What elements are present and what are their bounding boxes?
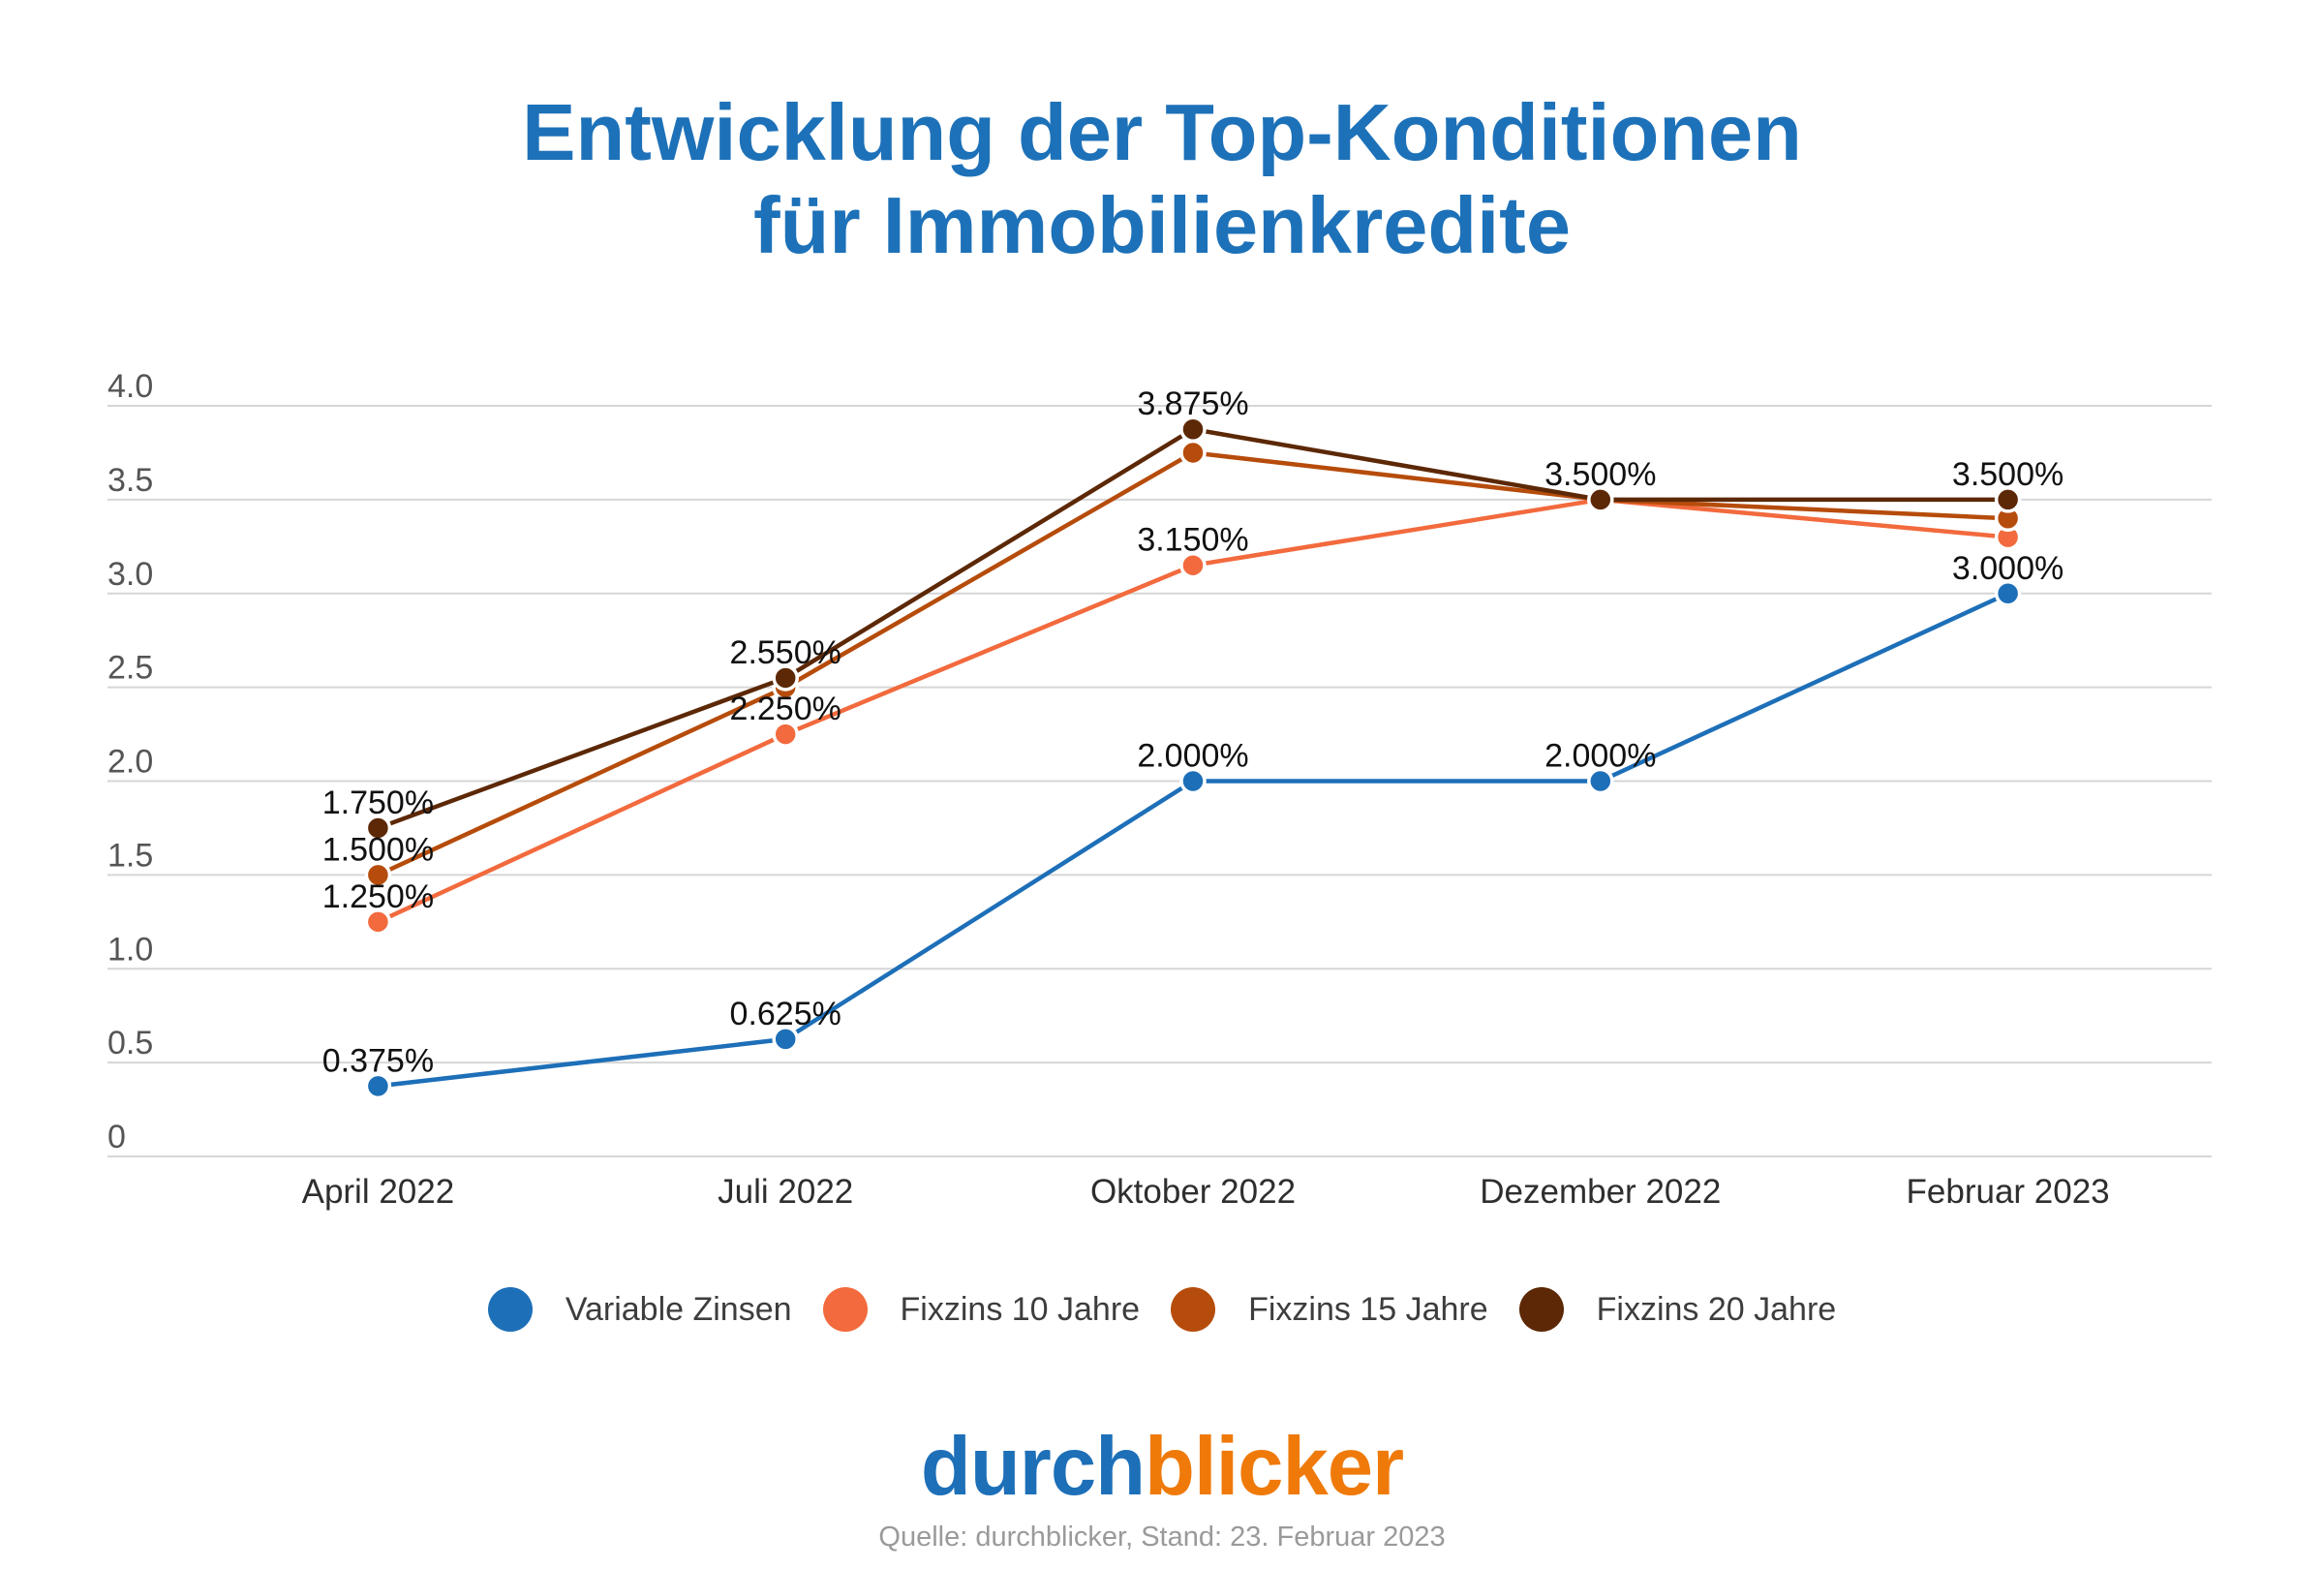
logo: durchblicker	[0, 1426, 2324, 1508]
data-label: 2.550%	[730, 634, 841, 671]
data-point	[1179, 415, 1207, 443]
data-labels: 0.375% 0.625% 2.000% 2.000% 3.000% 1.250% 2.25…	[322, 385, 2064, 1079]
y-tick-label: 4.0	[107, 368, 153, 405]
y-tick-label: 3.0	[107, 556, 153, 593]
y-tick-label: 2.5	[107, 650, 153, 687]
gridlines: 0 0.5 1.0 1.5 2.0 2.5 3.0 3.5 4.0	[107, 368, 2212, 1157]
data-point	[772, 721, 799, 748]
data-label: 3.000%	[1952, 550, 2064, 587]
logo-text-primary: durch	[920, 1421, 1146, 1513]
legend-item: Fixzins 10 Jahre	[822, 1287, 1141, 1332]
data-label: 0.375%	[322, 1042, 434, 1079]
data-label: 1.500%	[322, 831, 434, 868]
x-tick-label: April 2022	[302, 1173, 455, 1211]
legend-marker	[1171, 1287, 1216, 1332]
y-tick-label: 2.0	[107, 744, 153, 781]
data-point	[364, 908, 392, 936]
series-fixzins-15-jahre	[364, 439, 2022, 889]
data-label: 3.150%	[1137, 522, 1248, 559]
x-tick-label: Februar 2023	[1907, 1173, 2110, 1211]
x-tick-label: Dezember 2022	[1480, 1173, 1721, 1211]
y-tick-label: 0.5	[107, 1025, 153, 1061]
data-point	[772, 664, 799, 692]
plot-area: 0 0.5 1.0 1.5 2.0 2.5 3.0 3.5 4.0 April 2022 Juli …	[107, 368, 2212, 1211]
data-point	[1587, 767, 1614, 795]
y-tick-label: 3.5	[107, 462, 153, 499]
data-point	[1179, 767, 1207, 795]
chart-title-line-2: für Immobilienkredite	[753, 180, 1571, 270]
legend-marker	[822, 1287, 868, 1332]
y-tick-label: 1.0	[107, 931, 153, 968]
legend-item: Fixzins 20 Jahre	[1518, 1287, 1837, 1332]
series-line	[376, 591, 2010, 1089]
data-point	[364, 815, 392, 842]
legend-marker	[487, 1287, 533, 1332]
data-point	[772, 1026, 799, 1053]
y-tick-label: 1.5	[107, 837, 153, 874]
series-fixzins-10-jahre	[364, 486, 2022, 936]
data-label: 1.750%	[322, 784, 434, 821]
legend-label: Fixzins 20 Jahre	[1596, 1290, 1837, 1328]
data-label: 1.250%	[322, 878, 434, 915]
legend-label: Variable Zinsen	[565, 1290, 792, 1328]
data-point	[1994, 580, 2022, 607]
legend: Variable Zinsen Fixzins 10 Jahre Fixzins…	[0, 1280, 2324, 1338]
data-label: 3.500%	[1544, 456, 1656, 493]
data-label: 2.000%	[1544, 738, 1656, 775]
data-label: 3.500%	[1952, 456, 2064, 493]
data-label: 3.875%	[1137, 385, 1248, 422]
source-note: Quelle: durchblicker, Stand: 23. Februar…	[878, 1522, 1446, 1553]
data-point	[1179, 439, 1207, 467]
logo-text-accent: blicker	[1145, 1421, 1404, 1513]
legend-marker	[1518, 1287, 1564, 1332]
legend-item: Variable Zinsen	[487, 1287, 792, 1332]
chart-title-line-1: Entwicklung der Top-Konditionen	[522, 87, 1802, 177]
data-label: 2.250%	[730, 691, 841, 727]
data-point	[1587, 486, 1614, 513]
data-point	[1994, 486, 2022, 513]
x-tick-label: Juli 2022	[718, 1173, 853, 1211]
data-point	[1179, 551, 1207, 579]
series-variable-zinsen	[364, 580, 2022, 1100]
legend-item: Fixzins 15 Jahre	[1171, 1287, 1488, 1332]
series-fixzins-20-jahre	[364, 415, 2022, 842]
legend-label: Fixzins 10 Jahre	[900, 1290, 1141, 1328]
legend-label: Fixzins 15 Jahre	[1248, 1290, 1488, 1328]
data-label: 2.000%	[1137, 738, 1248, 775]
data-label: 0.625%	[730, 996, 841, 1032]
data-point	[364, 861, 392, 889]
chart-title: Entwicklung der Top-Konditionen für Immo…	[0, 86, 2324, 272]
y-tick-label: 0	[107, 1119, 126, 1155]
data-point	[364, 1072, 392, 1100]
x-tick-label: Oktober 2022	[1090, 1173, 1296, 1211]
x-axis: April 2022 Juli 2022 Oktober 2022 Dezember …	[302, 1173, 2110, 1211]
